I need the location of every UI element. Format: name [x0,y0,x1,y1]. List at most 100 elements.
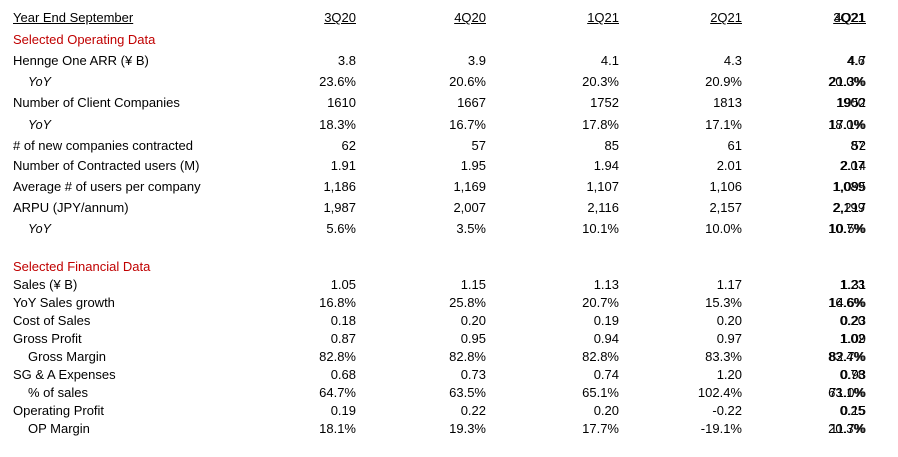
table-cell: 2.01 [716,158,742,173]
table-cell: 85 [604,138,619,153]
table-row: ARPU (JPY/annum) 1,987 2,007 2,116 2,157 2,19… [0,198,898,218]
table-cell: 57 [471,138,486,153]
table-cell: 0.68 [330,367,356,382]
table-cell: 4.6 [846,53,865,68]
row-label: Operating Profit [13,403,105,418]
table-cell: 2.07 [839,158,865,173]
table-cell: 17.1% [705,117,742,132]
row-label: OP Margin [28,421,90,436]
table-cell: 20.0% [828,74,865,89]
table-cell: 4.3 [723,53,742,68]
table-cell: 19.3% [449,421,486,436]
table-cell: 65.1% [582,385,619,400]
table-cell: 64.7% [319,385,356,400]
table-cell: 1.15 [460,277,486,292]
table-cell: 1.05 [330,277,356,292]
table-cell: -19.1% [700,421,742,436]
period-header: 3Q20 [324,10,356,25]
table-cell: 18.0% [828,117,865,132]
table-cell: 0.15 [840,403,866,418]
table-cell: 10.5% [829,221,866,236]
table-cell: 0.20 [716,313,742,328]
table-cell: 1,169 [453,179,486,194]
section-title-financial: Selected Financial Data [13,259,151,274]
table-cell: 0.25 [839,403,865,418]
period-header: 4Q20 [454,10,486,25]
table-cell: 83.3% [705,349,742,364]
table-row: Average # of users per company 1,186 1,169… [0,177,898,197]
table-cell: 1900 [836,95,865,110]
table-cell: 1.20 [716,367,742,382]
table-cell: 0.19 [330,403,356,418]
table-row: OP Margin 18.1% 19.3% 17.7% -19.1% 20.3% 11.7% [0,419,898,439]
table-cell: 1667 [457,95,486,110]
row-label: Sales (¥ B) [13,277,78,292]
table-row: Hennge One ARR (¥ B) 3.8 3.9 4.1 4.3 4.6 4.7 [0,51,898,71]
table-row: Operating Profit 0.19 0.22 0.20 -0.22 0.25 0.1… [0,401,898,421]
table-cell: 82.8% [449,349,486,364]
row-label: Cost of Sales [13,313,91,328]
table-cell: 2,199 [832,200,865,215]
table-cell: 17.8% [582,117,619,132]
table-cell: 5.6% [326,221,356,236]
table-cell: 1952 [837,95,866,110]
table-cell: 62 [341,138,356,153]
table-cell: 10.7% [828,221,865,236]
table-row: Sales (¥ B) 1.05 1.15 1.13 1.17 1.23 1.31 [0,275,898,295]
table-cell: 0.18 [330,313,356,328]
table-cell: 4.7 [847,53,866,68]
table-cell: 102.4% [697,385,742,400]
table-cell: 20.9% [705,74,742,89]
row-label: # of new companies contracted [13,138,193,153]
table-cell: 0.87 [330,331,356,346]
table-cell: 0.97 [716,331,742,346]
table-cell: 0.19 [593,313,619,328]
table-row: Number of Client Companies 1610 1667 1752 18… [0,93,898,113]
table-cell: 1,089 [832,179,865,194]
table-cell: 2.14 [840,158,866,173]
table-cell: 0.94 [593,331,619,346]
row-label: SG & A Expenses [13,367,116,382]
table-cell: 52 [851,138,866,153]
table-cell: 3.5% [456,221,486,236]
operating-section-title-row: Selected Operating Data [0,30,898,50]
table-cell: 82.8% [582,349,619,364]
table-cell: 4.1 [600,53,619,68]
table-cell: 82.7% [829,349,866,364]
table-cell: 1,107 [586,179,619,194]
table-row: YoY 23.6% 20.6% 20.3% 20.9% 20.0% 21.3% [0,72,898,92]
table-cell: 0.73 [460,367,486,382]
table-cell: 0.78 [839,367,865,382]
header-row: Year End September 3Q20 4Q20 1Q21 2Q21 3… [0,8,898,28]
table-cell: 3.9 [467,53,486,68]
section-title-operating: Selected Operating Data [13,32,156,47]
table-cell: 20.6% [449,74,486,89]
table-cell: 0.74 [593,367,619,382]
row-label: YoY [28,222,51,236]
table-row: Gross Profit 0.87 0.95 0.94 0.97 1.02 1.09 [0,329,898,349]
table-cell: -0.22 [712,403,742,418]
table-cell: 10.1% [582,221,619,236]
table-cell: 0.23 [840,313,866,328]
row-label: YoY Sales growth [13,295,115,310]
year-end-label: Year End September [13,10,134,25]
row-label: Average # of users per company [13,179,201,194]
row-label: Gross Profit [13,331,82,346]
table-row: YoY 5.6% 3.5% 10.1% 10.0% 10.7% 10.5% [0,219,898,239]
table-cell: 21.3% [829,74,866,89]
table-cell: 1,106 [709,179,742,194]
table-row: Number of Contracted users (M) 1.91 1.95 1.… [0,156,898,176]
table-row: # of new companies contracted 62 57 85 61 87 5… [0,136,898,156]
table-cell: 16.7% [449,117,486,132]
table-row: YoY 18.3% 16.7% 17.8% 17.1% 18.0% 17.1% [0,115,898,135]
table-row: YoY Sales growth 16.8% 25.8% 20.7% 15.3% 16.6… [0,293,898,313]
table-cell: 16.8% [319,295,356,310]
table-cell: 18.3% [319,117,356,132]
table-cell: 1.94 [593,158,619,173]
table-cell: 0.22 [460,403,486,418]
table-cell: 1.17 [716,277,742,292]
table-cell: 2,116 [587,200,619,215]
table-cell: 71.0% [829,385,866,400]
table-row: SG & A Expenses 0.68 0.73 0.74 1.20 0.78 0.93 [0,365,898,385]
table-cell: 63.1% [828,385,865,400]
